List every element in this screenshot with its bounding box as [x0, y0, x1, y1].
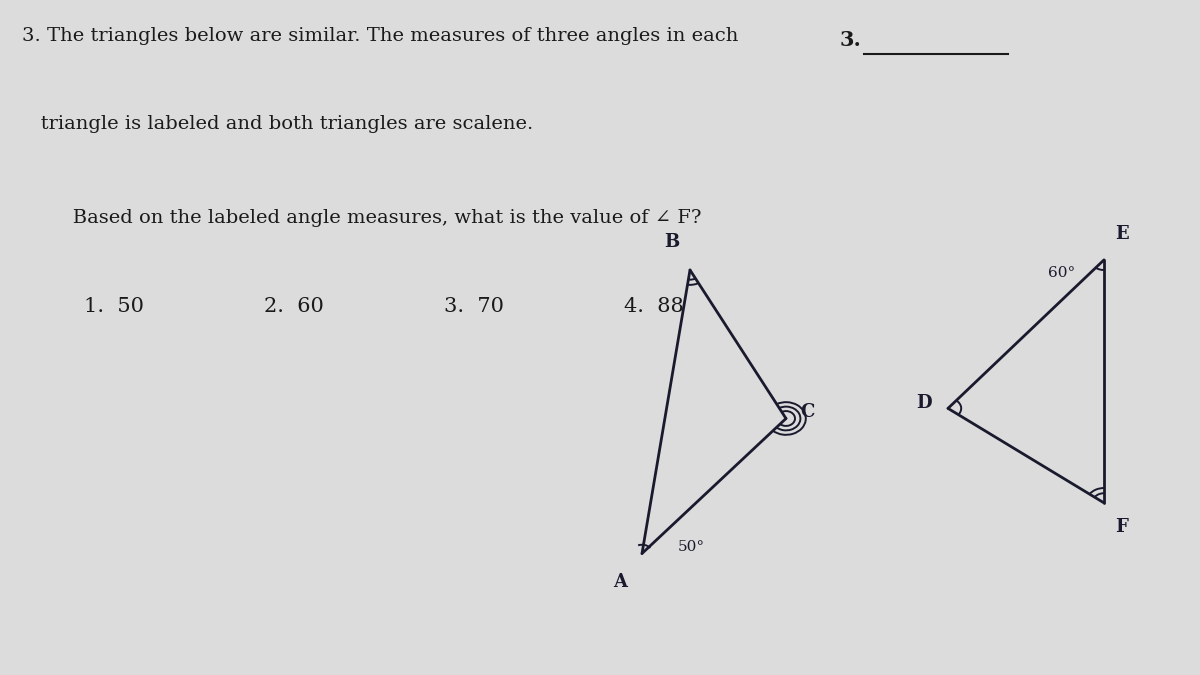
Text: 4.  88: 4. 88 [624, 297, 684, 316]
Text: D: D [916, 394, 932, 412]
Text: E: E [1115, 225, 1129, 243]
Text: triangle is labeled and both triangles are scalene.: triangle is labeled and both triangles a… [22, 115, 533, 133]
Text: 3. The triangles below are similar. The measures of three angles in each: 3. The triangles below are similar. The … [22, 27, 738, 45]
Text: 3.: 3. [840, 30, 862, 51]
Text: 1.  50: 1. 50 [84, 297, 144, 316]
Text: A: A [613, 573, 628, 591]
Text: C: C [800, 403, 815, 421]
Text: 50°: 50° [678, 540, 706, 553]
Text: B: B [665, 233, 679, 250]
Text: F: F [1116, 518, 1128, 535]
Text: 3.  70: 3. 70 [444, 297, 504, 316]
Text: 2.  60: 2. 60 [264, 297, 324, 316]
Text: Based on the labeled angle measures, what is the value of ∠ F?: Based on the labeled angle measures, wha… [54, 209, 702, 227]
Text: 60°: 60° [1049, 267, 1075, 280]
